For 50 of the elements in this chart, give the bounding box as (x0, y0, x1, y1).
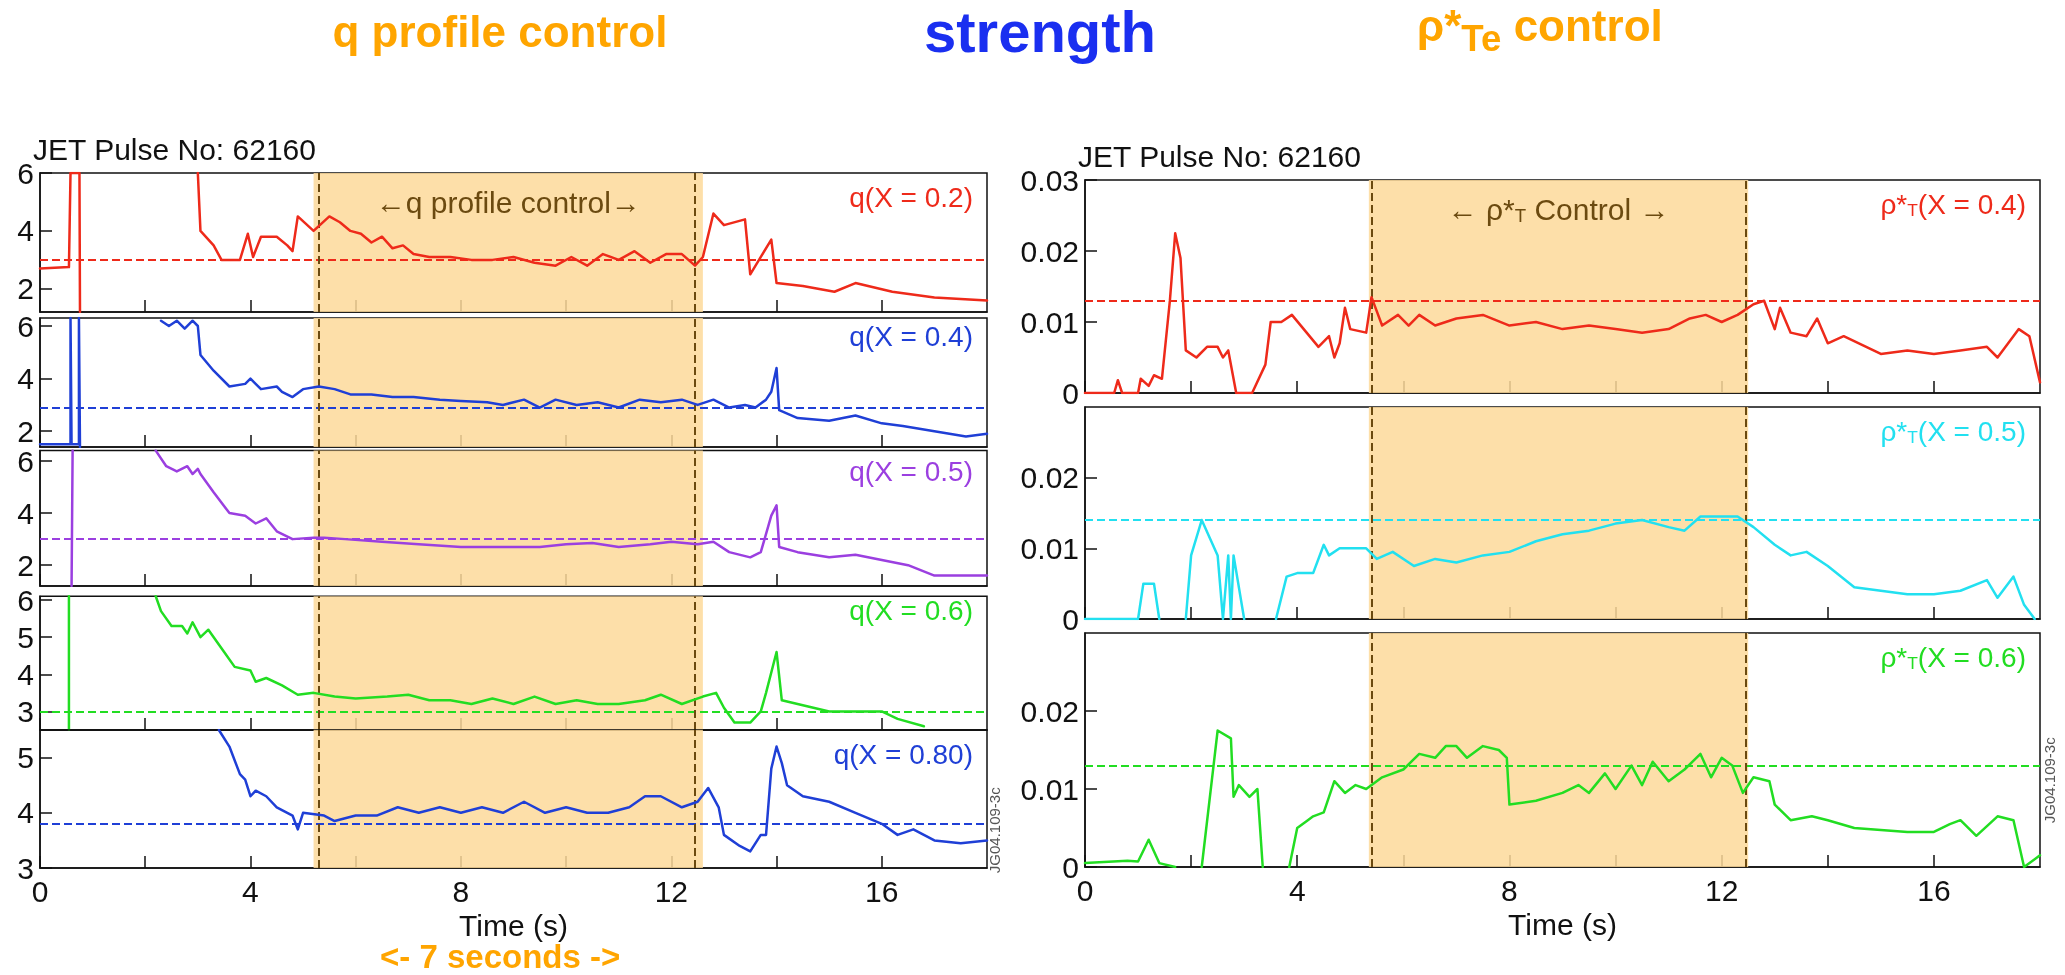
y-tick-label: 0.02 (1020, 234, 1079, 268)
y-tick-label: 5 (17, 620, 34, 654)
y-tick-label: 2 (17, 272, 34, 306)
y-tick-label: 0.03 (1020, 163, 1079, 197)
text: q profile control (332, 7, 668, 57)
band-label: ←q profile control→ (375, 185, 641, 219)
y-tick-label: 6 (17, 309, 34, 343)
x-axis-title: Time (s) (1508, 908, 1617, 942)
y-tick-label: 4 (17, 214, 34, 248)
text: ρ*T(X = 0.4) (1880, 188, 2027, 220)
y-tick-label: 0.01 (1020, 772, 1079, 806)
y-tick-label: 0 (1062, 850, 1079, 884)
text: ρ*T(X = 0.5) (1880, 415, 2027, 447)
series-label: q(X = 0.80) (833, 738, 974, 770)
y-tick-label: 0 (1062, 602, 1079, 636)
y-tick-label: 3 (17, 694, 34, 728)
x-tick-label: 16 (865, 874, 899, 908)
x-tick-label: 16 (1917, 873, 1951, 907)
y-tick-label: 0.02 (1020, 694, 1079, 728)
x-tick-label: 12 (1704, 873, 1739, 907)
y-tick-label: 2 (17, 548, 34, 582)
chart-title: JET Pulse No: 62160 (1078, 139, 1361, 173)
y-tick-label: 4 (17, 496, 34, 530)
y-tick-label: 3 (17, 851, 34, 885)
text: q(X = 0.2) (849, 181, 973, 213)
y-tick-label: 6 (17, 156, 34, 190)
x-tick-label: 8 (1501, 873, 1518, 907)
text: strength (924, 0, 1156, 64)
x-tick-label: 12 (654, 874, 689, 908)
y-tick-label: 4 (17, 796, 34, 830)
annotation: JG04.109-3c (985, 786, 1004, 873)
x-tick-label: 4 (1288, 873, 1306, 907)
y-tick-label: 0 (1062, 376, 1079, 410)
band-label: ← ρ*T Control → (1447, 193, 1670, 226)
x-tick-label: 8 (452, 874, 470, 908)
y-tick-label: 4 (17, 362, 34, 396)
text: q(X = 0.6) (849, 594, 973, 626)
y-tick-label: 4 (17, 657, 34, 691)
text: ρ*T(X = 0.6) (1880, 641, 2027, 673)
y-tick-label: 5 (17, 741, 34, 775)
text: ρ*$_{Te}$ control (1417, 0, 1663, 59)
text: q(X = 0.5) (849, 455, 973, 487)
y-tick-label: 0.01 (1020, 305, 1079, 339)
x-tick-label: 4 (242, 874, 259, 908)
text: q(X = 0.4) (849, 320, 973, 352)
y-tick-label: 6 (17, 583, 34, 617)
y-tick-label: 0.02 (1020, 461, 1079, 495)
text: JG04.109-3c (2040, 736, 2059, 823)
y-tick-label: 0.01 (1020, 531, 1079, 565)
chart-title: JET Pulse No: 62160 (33, 132, 316, 166)
